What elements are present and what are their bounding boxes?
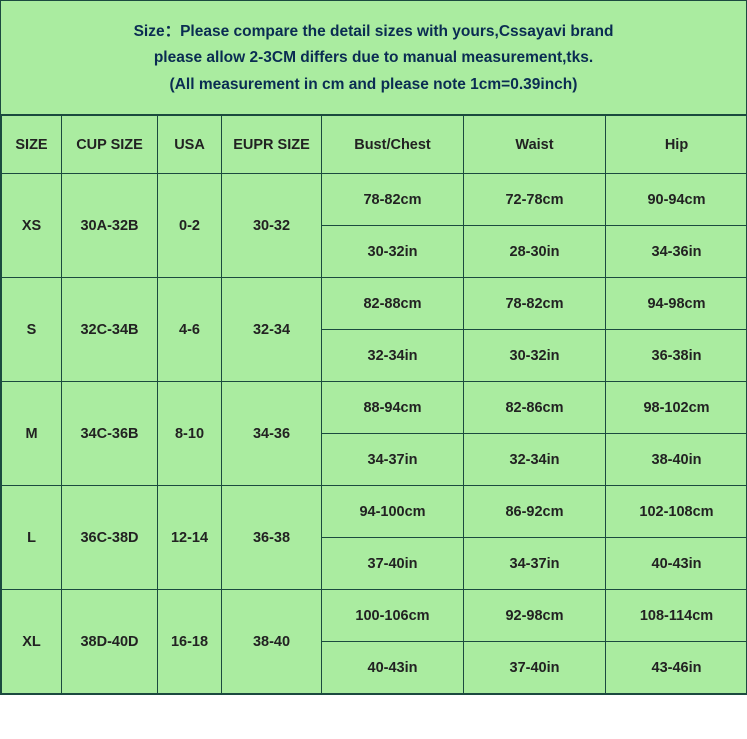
cell-size: S — [2, 278, 62, 382]
cell-bust-cm: 82-88cm — [322, 278, 464, 330]
cell-eupr: 34-36 — [222, 382, 322, 486]
cell-waist-cm: 86-92cm — [464, 486, 606, 538]
cell-waist-in: 30-32in — [464, 330, 606, 382]
cell-size: M — [2, 382, 62, 486]
cell-cup: 32C-34B — [62, 278, 158, 382]
cell-cup: 34C-36B — [62, 382, 158, 486]
table-row: XL38D-40D16-1838-40100-106cm92-98cm108-1… — [2, 590, 747, 642]
cell-usa: 16-18 — [158, 590, 222, 694]
size-chart: Size：Please compare the detail sizes wit… — [0, 0, 747, 695]
cell-bust-cm: 88-94cm — [322, 382, 464, 434]
cell-hip-in: 43-46in — [606, 642, 747, 694]
cell-bust-in: 37-40in — [322, 538, 464, 590]
cell-eupr: 38-40 — [222, 590, 322, 694]
cell-usa: 0-2 — [158, 174, 222, 278]
col-eupr: EUPR SIZE — [222, 116, 322, 174]
col-cup: CUP SIZE — [62, 116, 158, 174]
cell-usa: 8-10 — [158, 382, 222, 486]
header-line-3: (All measurement in cm and please note 1… — [31, 72, 716, 98]
cell-hip-cm: 98-102cm — [606, 382, 747, 434]
col-size: SIZE — [2, 116, 62, 174]
chart-header: Size：Please compare the detail sizes wit… — [1, 1, 746, 115]
cell-waist-cm: 78-82cm — [464, 278, 606, 330]
header-line-1: Size：Please compare the detail sizes wit… — [31, 19, 716, 45]
cell-waist-cm: 82-86cm — [464, 382, 606, 434]
cell-hip-cm: 108-114cm — [606, 590, 747, 642]
cell-bust-cm: 94-100cm — [322, 486, 464, 538]
col-waist: Waist — [464, 116, 606, 174]
cell-usa: 12-14 — [158, 486, 222, 590]
cell-hip-in: 40-43in — [606, 538, 747, 590]
table-row: XS30A-32B0-230-3278-82cm72-78cm90-94cm — [2, 174, 747, 226]
cell-bust-in: 32-34in — [322, 330, 464, 382]
cell-waist-cm: 92-98cm — [464, 590, 606, 642]
table-row: S32C-34B4-632-3482-88cm78-82cm94-98cm — [2, 278, 747, 330]
cell-waist-in: 28-30in — [464, 226, 606, 278]
col-hip: Hip — [606, 116, 747, 174]
cell-hip-in: 34-36in — [606, 226, 747, 278]
cell-waist-in: 32-34in — [464, 434, 606, 486]
cell-cup: 36C-38D — [62, 486, 158, 590]
cell-bust-in: 30-32in — [322, 226, 464, 278]
cell-size: L — [2, 486, 62, 590]
cell-cup: 38D-40D — [62, 590, 158, 694]
cell-size: XS — [2, 174, 62, 278]
table-row: L36C-38D12-1436-3894-100cm86-92cm102-108… — [2, 486, 747, 538]
header-line-2: please allow 2-3CM differs due to manual… — [31, 45, 716, 71]
cell-size: XL — [2, 590, 62, 694]
cell-usa: 4-6 — [158, 278, 222, 382]
cell-hip-cm: 94-98cm — [606, 278, 747, 330]
cell-bust-in: 34-37in — [322, 434, 464, 486]
col-usa: USA — [158, 116, 222, 174]
cell-bust-in: 40-43in — [322, 642, 464, 694]
cell-eupr: 32-34 — [222, 278, 322, 382]
cell-bust-cm: 78-82cm — [322, 174, 464, 226]
cell-waist-in: 37-40in — [464, 642, 606, 694]
cell-eupr: 36-38 — [222, 486, 322, 590]
cell-waist-in: 34-37in — [464, 538, 606, 590]
cell-eupr: 30-32 — [222, 174, 322, 278]
cell-waist-cm: 72-78cm — [464, 174, 606, 226]
size-table: SIZE CUP SIZE USA EUPR SIZE Bust/Chest W… — [1, 115, 747, 694]
table-row: M34C-36B8-1034-3688-94cm82-86cm98-102cm — [2, 382, 747, 434]
cell-cup: 30A-32B — [62, 174, 158, 278]
cell-bust-cm: 100-106cm — [322, 590, 464, 642]
header-row: SIZE CUP SIZE USA EUPR SIZE Bust/Chest W… — [2, 116, 747, 174]
cell-hip-in: 36-38in — [606, 330, 747, 382]
cell-hip-cm: 90-94cm — [606, 174, 747, 226]
col-bust: Bust/Chest — [322, 116, 464, 174]
cell-hip-in: 38-40in — [606, 434, 747, 486]
cell-hip-cm: 102-108cm — [606, 486, 747, 538]
